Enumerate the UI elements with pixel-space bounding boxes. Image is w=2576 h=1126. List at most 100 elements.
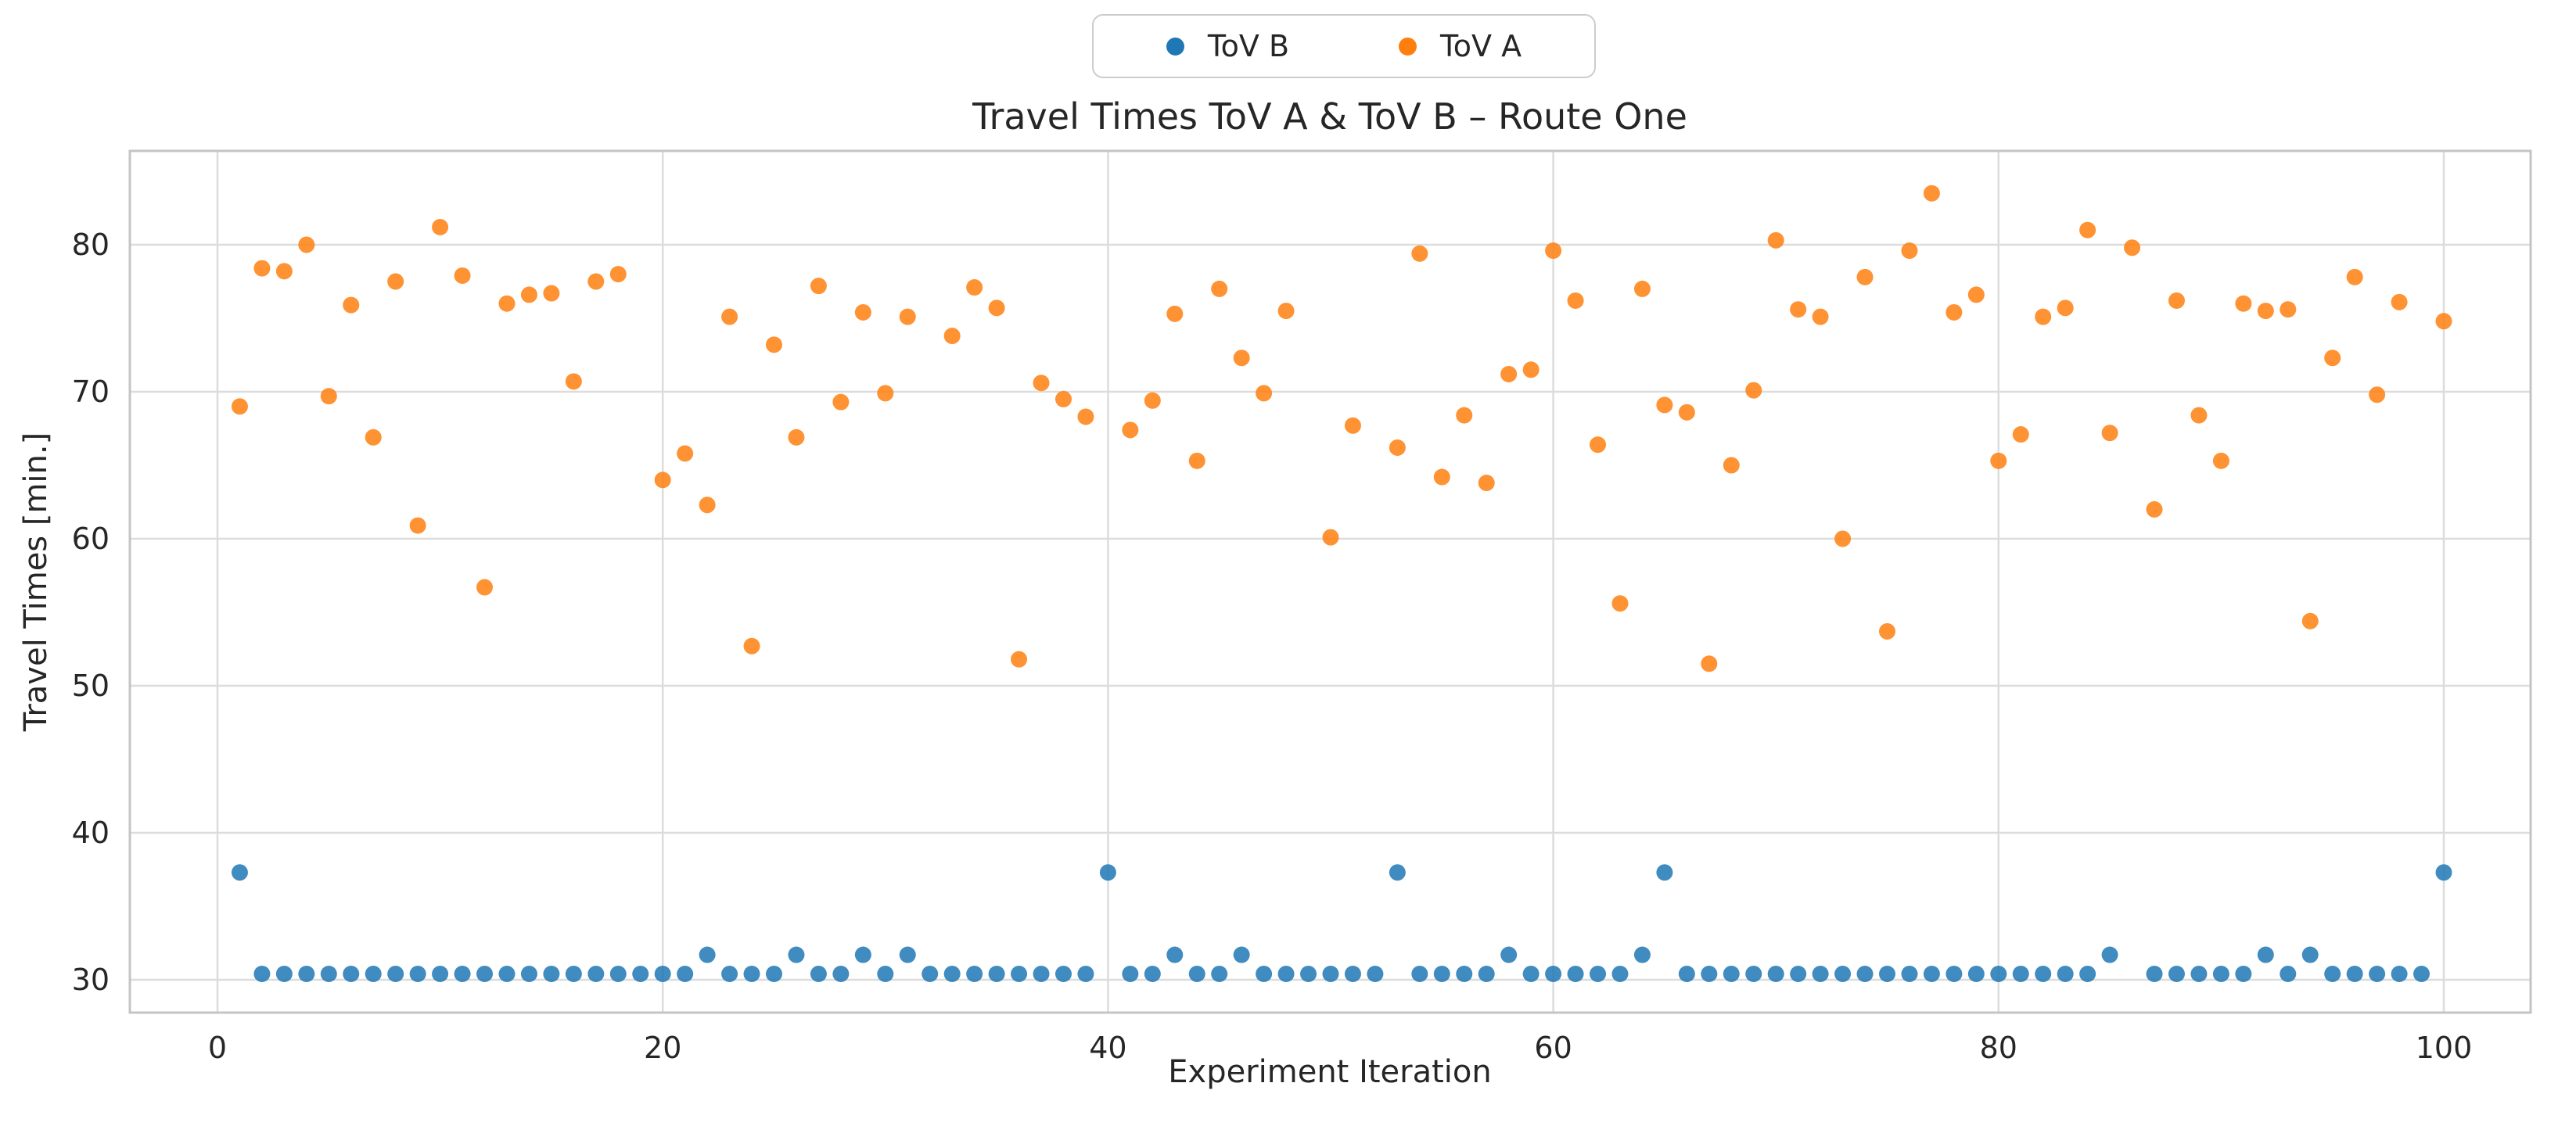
data-point-tov-b: [1745, 965, 1762, 982]
data-point-tov-a: [2057, 299, 2074, 317]
data-point-tov-a: [2101, 425, 2118, 442]
data-point-tov-b: [1322, 965, 1339, 982]
y-tick-label: 50: [72, 669, 110, 703]
data-point-tov-b: [2369, 965, 2386, 982]
data-point-tov-a: [1545, 242, 1562, 260]
data-point-tov-a: [231, 398, 248, 415]
data-point-tov-a: [854, 303, 871, 321]
data-point-tov-b: [966, 965, 983, 982]
data-point-tov-b: [1122, 965, 1139, 982]
data-point-tov-a: [1678, 403, 1695, 421]
data-point-tov-a: [2212, 452, 2229, 469]
data-point-tov-b: [2257, 946, 2274, 963]
data-point-tov-b: [587, 965, 605, 982]
data-point-tov-b: [609, 965, 627, 982]
data-point-tov-b: [1054, 965, 1072, 982]
data-point-tov-b: [2168, 965, 2185, 982]
data-point-tov-a: [343, 296, 360, 314]
data-point-tov-b: [1879, 965, 1895, 982]
data-point-tov-a: [1611, 595, 1629, 612]
data-point-tov-a: [743, 637, 760, 654]
data-point-tov-a: [320, 388, 337, 405]
data-point-tov-b: [2212, 965, 2229, 982]
data-point-tov-a: [1433, 468, 1450, 486]
y-tick-label: 80: [72, 228, 110, 262]
data-point-tov-b: [2280, 965, 2297, 982]
data-point-tov-b: [1967, 965, 1985, 982]
data-point-tov-a: [1656, 396, 1673, 414]
data-point-tov-b: [1856, 965, 1874, 982]
data-point-tov-a: [498, 295, 516, 312]
data-point-tov-a: [2124, 239, 2141, 256]
data-point-tov-b: [854, 946, 871, 963]
data-point-tov-a: [1633, 280, 1651, 297]
data-point-tov-b: [2146, 965, 2163, 982]
data-point-tov-b: [565, 965, 582, 982]
data-point-tov-a: [387, 273, 404, 290]
legend-label-tov-a: ToV A: [1440, 29, 1522, 63]
x-tick-label: 60: [1534, 1031, 1572, 1065]
data-point-tov-b: [1256, 965, 1273, 982]
x-tick-label: 40: [1089, 1031, 1126, 1065]
data-point-tov-a: [1256, 385, 1273, 402]
data-point-tov-a: [1879, 622, 1895, 640]
data-point-tov-b: [1611, 965, 1629, 982]
data-point-tov-b: [476, 965, 494, 982]
data-point-tov-b: [788, 946, 805, 963]
tov-a-marker-icon: [1399, 37, 1417, 56]
data-point-tov-a: [1122, 421, 1139, 439]
x-tick-label: 20: [644, 1031, 681, 1065]
data-point-tov-a: [432, 218, 449, 235]
data-point-tov-a: [275, 263, 293, 280]
data-point-tov-a: [810, 278, 827, 295]
data-point-tov-a: [2435, 313, 2452, 330]
x-tick-label: 80: [1980, 1031, 2017, 1065]
data-point-tov-b: [1099, 864, 1116, 881]
plot-border: [128, 149, 2532, 1014]
data-point-tov-b: [1567, 965, 1584, 982]
data-point-tov-b: [1500, 946, 1518, 963]
x-axis-label: Experiment Iteration: [1168, 1054, 1492, 1090]
data-point-tov-b: [2012, 965, 2029, 982]
data-point-tov-b: [1723, 965, 1740, 982]
data-point-tov-b: [1633, 946, 1651, 963]
y-axis-label: Travel Times [min.]: [18, 432, 54, 732]
data-point-tov-a: [565, 373, 582, 390]
data-point-tov-b: [2324, 965, 2341, 982]
data-point-tov-a: [2391, 293, 2408, 310]
data-point-tov-b: [1144, 965, 1161, 982]
data-point-tov-b: [1990, 965, 2007, 982]
data-point-tov-a: [1322, 529, 1339, 546]
x-tick-label: 0: [208, 1031, 227, 1065]
data-point-tov-a: [1054, 390, 1072, 407]
data-point-tov-b: [677, 965, 694, 982]
data-point-tov-b: [543, 965, 560, 982]
legend-entry-tov-a: ToV A: [1399, 29, 1522, 63]
data-point-tov-a: [943, 328, 961, 345]
data-point-tov-b: [743, 965, 760, 982]
data-point-tov-a: [520, 286, 537, 303]
data-point-tov-a: [899, 308, 916, 325]
data-point-tov-b: [2413, 965, 2430, 982]
data-point-tov-b: [877, 965, 894, 982]
data-point-tov-b: [1456, 965, 1473, 982]
data-point-tov-a: [1233, 350, 1250, 367]
data-point-tov-b: [1389, 864, 1406, 881]
data-point-tov-b: [1945, 965, 1963, 982]
data-point-tov-a: [1011, 651, 1028, 668]
data-point-tov-b: [498, 965, 516, 982]
data-point-tov-b: [721, 965, 738, 982]
data-point-tov-a: [677, 445, 694, 462]
data-point-tov-b: [988, 965, 1005, 982]
data-point-tov-a: [1745, 382, 1762, 399]
data-point-tov-b: [1812, 965, 1829, 982]
data-point-tov-a: [253, 260, 271, 277]
data-point-tov-b: [766, 965, 782, 982]
data-point-tov-b: [632, 965, 649, 982]
data-point-tov-a: [1567, 292, 1584, 309]
data-point-tov-b: [1188, 965, 1205, 982]
data-point-tov-b: [899, 946, 916, 963]
data-point-tov-b: [2101, 946, 2118, 963]
data-point-tov-a: [1522, 361, 1539, 378]
